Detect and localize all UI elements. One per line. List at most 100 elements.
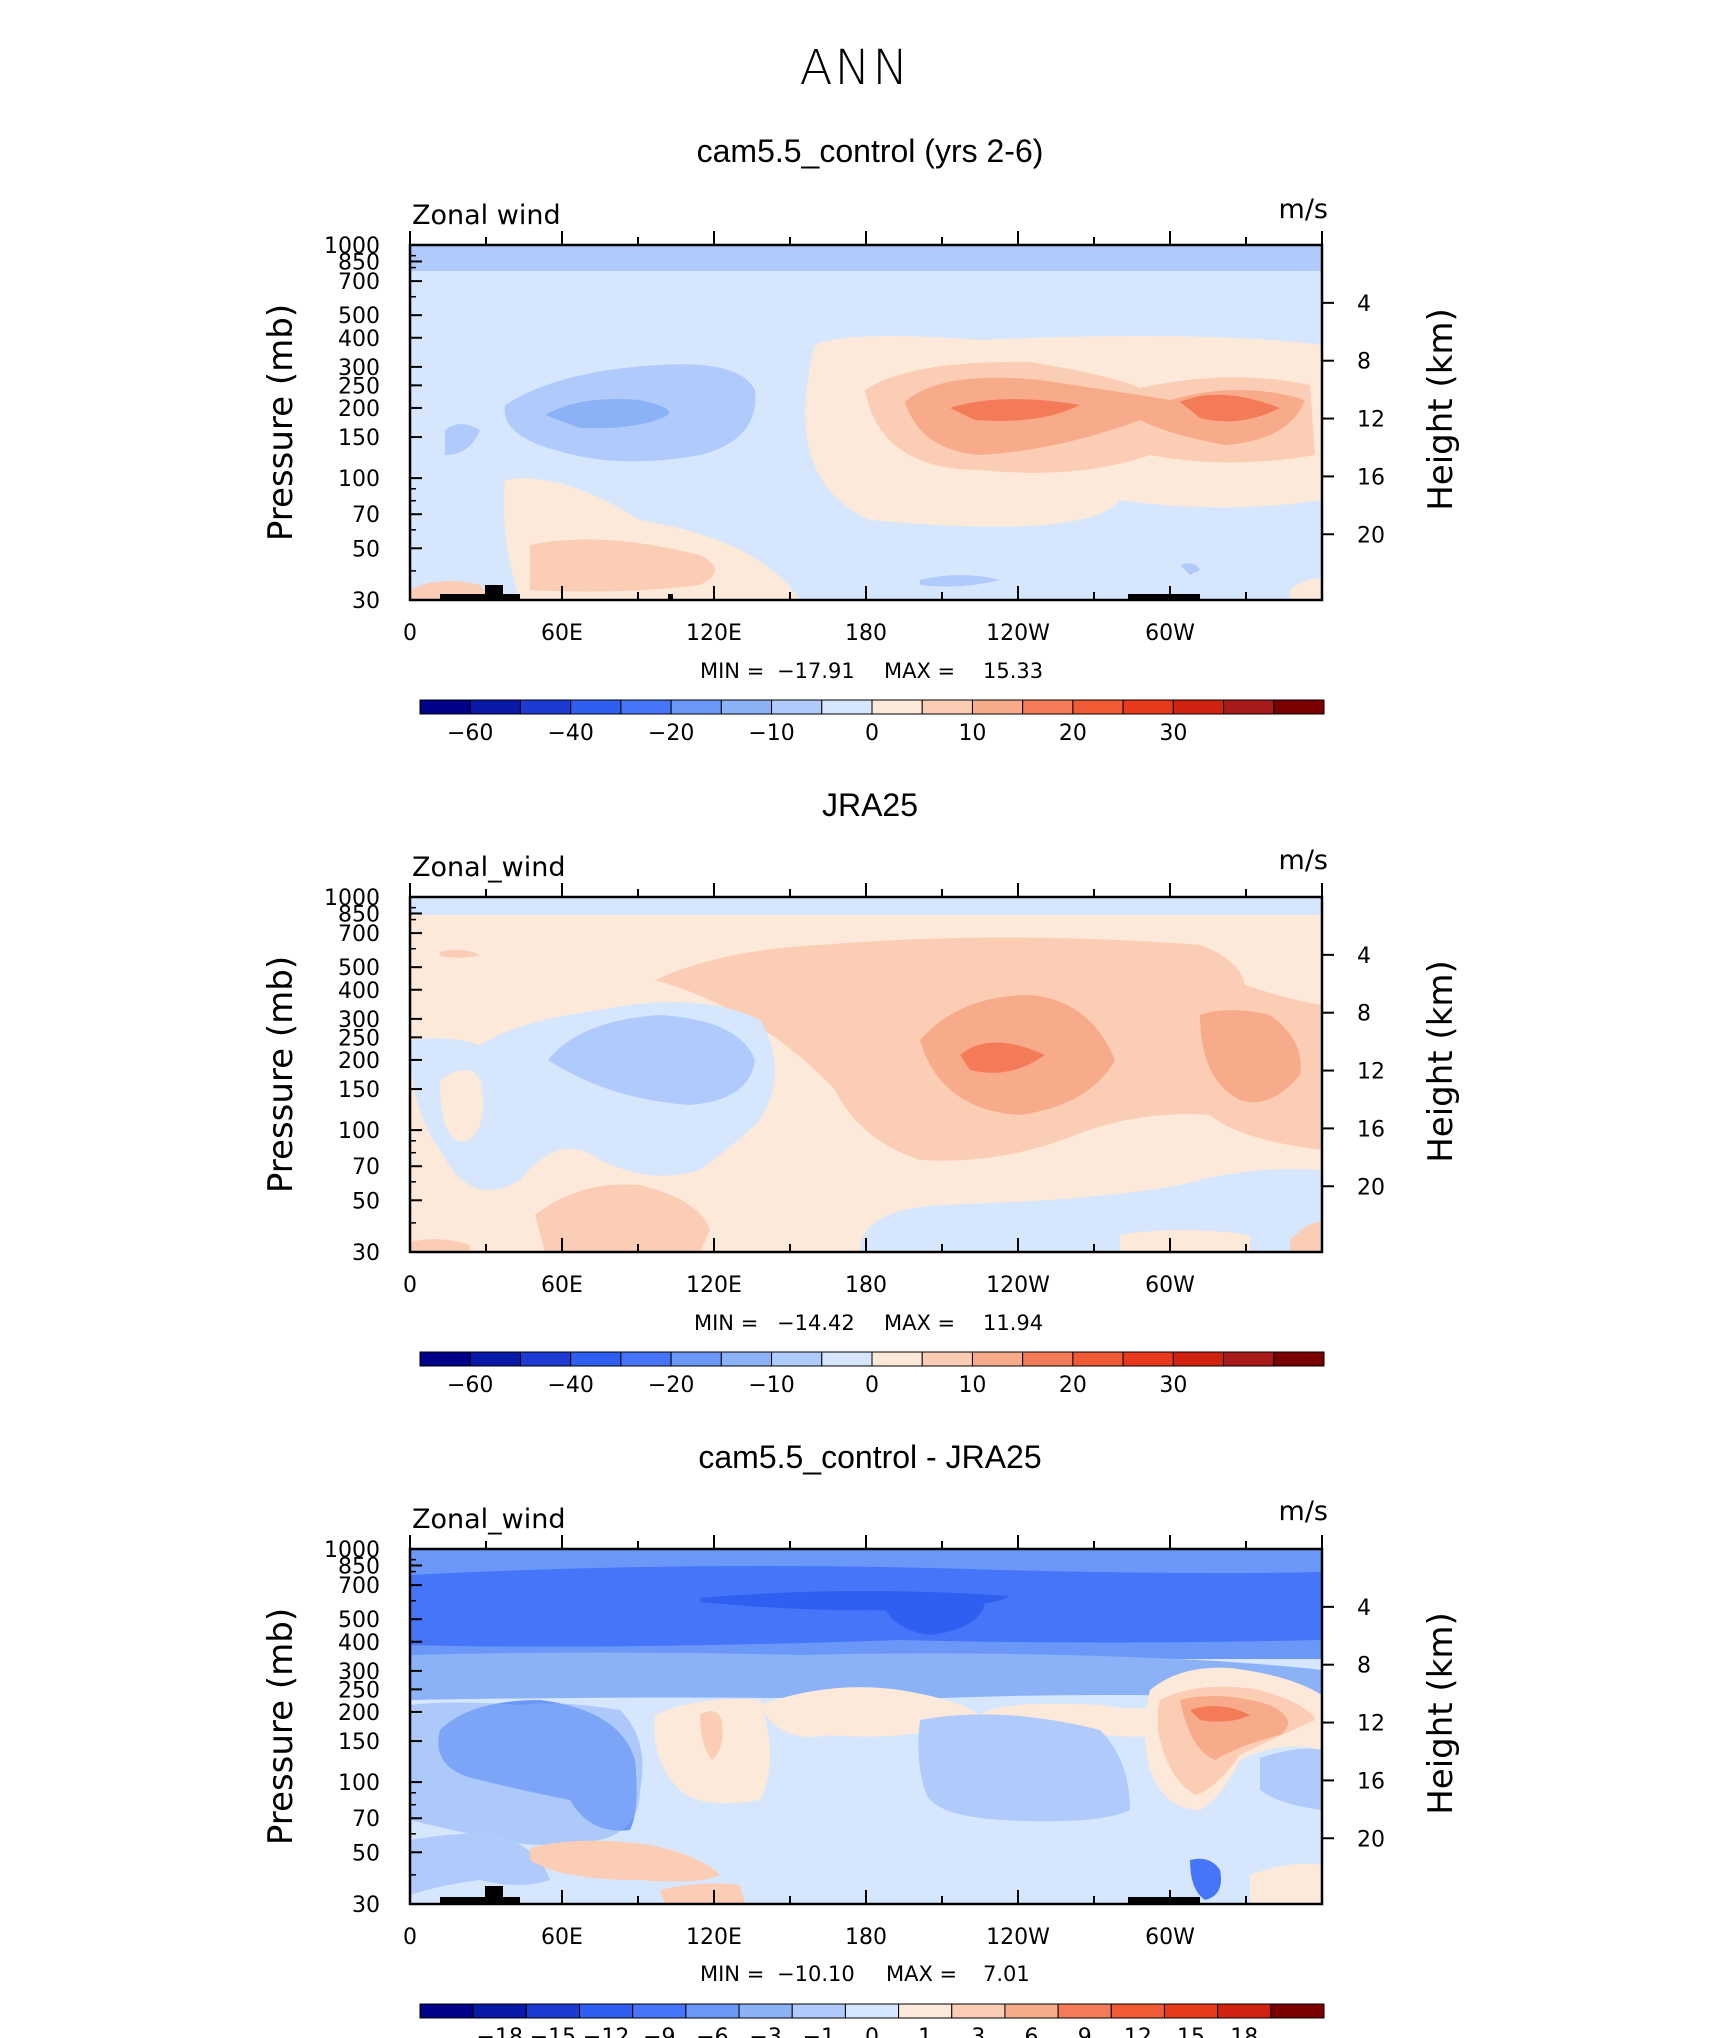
colorbar-label: −10 <box>748 1373 794 1398</box>
colorbar-swatch <box>1122 699 1174 715</box>
y-axis-title: Pressure (mb) <box>261 1608 301 1845</box>
colorbar-label: −15 <box>530 2025 576 2038</box>
panel-2-min-label: MIN = <box>694 1311 758 1335</box>
colorbar-swatch <box>821 1351 873 1367</box>
colorbar-swatch <box>1072 1351 1124 1367</box>
y-tick-label: 200 <box>338 1701 380 1726</box>
y-tick-label: 700 <box>338 922 380 947</box>
y-tick-label: 50 <box>352 537 380 562</box>
colorbar-swatch <box>1223 1351 1275 1367</box>
colorbar-swatch <box>670 1351 722 1367</box>
y-tick-label: 30 <box>352 589 380 614</box>
y-tick-label: 150 <box>338 1078 380 1103</box>
colorbar-swatch <box>472 2003 527 2019</box>
panel-1-title: cam5.5_control (yrs 2-6) <box>697 133 1044 169</box>
height-tick-label: 20 <box>1357 1827 1385 1852</box>
y-tick-label: 500 <box>338 304 380 329</box>
colorbar: −60 −40 −20 −10 0 10 20 30 <box>419 1351 1325 1398</box>
colorbar-swatch <box>1004 2003 1059 2019</box>
colorbar-label: 9 <box>1078 2025 1092 2038</box>
colorbar-swatch <box>1122 1351 1174 1367</box>
x-tick-label: 60E <box>541 1273 583 1298</box>
height-tick-label: 8 <box>1357 1654 1371 1679</box>
panel-3-min-value: −10.10 <box>777 1962 855 1986</box>
panel-3-min-label: MIN = <box>700 1962 764 1986</box>
panel-1: cam5.5_control (yrs 2-6) Zonal wind m/s <box>261 133 1461 746</box>
y-tick-label: 700 <box>338 1574 380 1599</box>
colorbar-label: 15 <box>1177 2025 1205 2038</box>
x-tick-label: 60W <box>1145 621 1195 646</box>
x-tick-label: 60E <box>541 621 583 646</box>
panel-2-max-value: 11.94 <box>983 1311 1043 1335</box>
colorbar-swatch <box>1163 2003 1219 2019</box>
y-tick-label: 700 <box>338 270 380 295</box>
colorbar-swatch <box>419 1351 471 1367</box>
colorbar-label: −3 <box>749 2025 781 2038</box>
colorbar-swatch <box>871 1351 923 1367</box>
height-tick-label: 20 <box>1357 1175 1385 1200</box>
y-tick-label: 850 <box>338 902 380 927</box>
colorbar-label: −60 <box>447 721 493 746</box>
colorbar-label: 0 <box>865 1373 879 1398</box>
height-tick-label: 4 <box>1357 1596 1371 1621</box>
panel-1-max-value: 15.33 <box>983 659 1043 683</box>
y-tick-label: 50 <box>352 1841 380 1866</box>
x-tick-label: 120E <box>686 1273 742 1298</box>
panel-2-title: JRA25 <box>822 787 918 823</box>
y-tick-label: 30 <box>352 1241 380 1266</box>
colorbar-swatch <box>1217 2003 1272 2019</box>
colorbar-label: −40 <box>547 721 593 746</box>
colorbar-swatch <box>971 1351 1024 1367</box>
colorbar-label: −20 <box>648 1373 694 1398</box>
panel-3-field <box>410 1549 1322 1904</box>
colorbar-label: 20 <box>1059 1373 1087 1398</box>
x-tick-label: 120E <box>686 1925 742 1950</box>
y-axis-title-right: Height (km) <box>1421 960 1461 1163</box>
colorbar-label: 30 <box>1159 721 1187 746</box>
y-tick-label: 400 <box>338 1631 380 1656</box>
panel-1-min-value: −17.91 <box>777 659 855 683</box>
panel-1-variable: Zonal wind <box>412 200 561 231</box>
colorbar-swatch <box>1022 1351 1074 1367</box>
colorbar-swatch <box>791 2003 846 2019</box>
panel-3-variable: Zonal_wind <box>412 1504 566 1535</box>
height-tick-label: 4 <box>1357 944 1371 969</box>
panel-1-max-label: MAX = <box>884 659 955 683</box>
panel-3-max-label: MAX = <box>886 1962 957 1986</box>
panel-2-field <box>410 897 1322 1252</box>
colorbar-label: −10 <box>748 721 794 746</box>
colorbar-swatch <box>971 699 1024 715</box>
panel-3: cam5.5_control - JRA25 Zonal_wind m/s <box>261 1439 1461 2038</box>
y-tick-label: 100 <box>338 467 380 492</box>
y-tick-label: 100 <box>338 1119 380 1144</box>
colorbar: −18 −15 −12 −9 −6 −3 −1 0 1 3 6 9 12 15 18 <box>419 2003 1325 2038</box>
colorbar-swatch <box>1273 699 1325 715</box>
y-tick-label: 300 <box>338 1008 380 1033</box>
x-tick-label: 120E <box>686 621 742 646</box>
panel-2-variable: Zonal_wind <box>412 852 566 883</box>
x-tick-label: 60W <box>1145 1273 1195 1298</box>
colorbar-swatch <box>771 699 823 715</box>
colorbar-swatch <box>821 699 873 715</box>
colorbar-label: −18 <box>477 2025 523 2038</box>
colorbar-swatch <box>519 699 572 715</box>
y-tick-label: 250 <box>338 374 380 399</box>
colorbar-swatch <box>620 1351 672 1367</box>
colorbar-swatch <box>771 1351 823 1367</box>
height-tick-label: 12 <box>1357 1060 1385 1085</box>
colorbar-label: 12 <box>1124 2025 1152 2038</box>
y-axis-title-right: Height (km) <box>1421 308 1461 511</box>
colorbar-swatch <box>469 699 521 715</box>
panel-2-min-value: −14.42 <box>777 1311 855 1335</box>
colorbar-swatch <box>1273 1351 1325 1367</box>
y-tick-label: 250 <box>338 1678 380 1703</box>
colorbar-label: −12 <box>583 2025 629 2038</box>
height-tick-label: 12 <box>1357 408 1385 433</box>
x-tick-label: 60W <box>1145 1925 1195 1950</box>
colorbar-swatch <box>738 2003 793 2019</box>
colorbar-label: 10 <box>958 1373 986 1398</box>
y-tick-label: 1000 <box>324 1538 380 1563</box>
colorbar-swatch <box>579 2003 634 2019</box>
colorbar-label: −60 <box>447 1373 493 1398</box>
